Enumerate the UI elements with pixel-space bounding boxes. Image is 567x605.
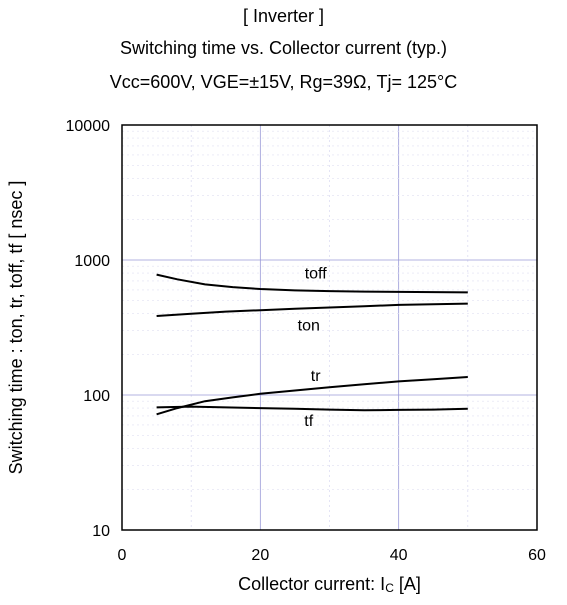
- x-tick-label: 40: [390, 547, 408, 564]
- series-group: [156, 273, 468, 416]
- x-tick-label: 60: [528, 547, 546, 564]
- series-annotation-toff: toff: [305, 265, 328, 282]
- plot-frame: [121, 124, 538, 531]
- x-tick-labels: 0 20 40 60: [118, 547, 546, 564]
- series-annotation-tr: tr: [311, 368, 321, 385]
- chart-title: Switching time vs. Collector current (ty…: [119, 38, 448, 58]
- x-axis-label-unit: [A]: [394, 574, 421, 594]
- series-line-ton: [156, 302, 468, 317]
- x-axis-label-sub: C: [385, 581, 394, 595]
- series-line-toff: [156, 273, 468, 294]
- y-tick-labels: 10 100 1000 10000: [66, 118, 111, 540]
- series-line-tf: [156, 405, 468, 412]
- x-tick-label: 0: [118, 547, 127, 564]
- y-tick-label: 10000: [66, 118, 111, 135]
- series-line-tr: [156, 376, 468, 416]
- x-axis-label: Collector current: IC [A]: [238, 574, 421, 595]
- series-annotation-ton: ton: [298, 318, 320, 335]
- y-tick-label: 100: [83, 388, 110, 405]
- y-axis-label: Switching time : ton, tr, toff, tf [ nse…: [6, 181, 26, 475]
- grid-lines: [122, 125, 537, 530]
- chart-conditions: Vcc=600V, VGE=±15V, Rg=39Ω, Tj= 125°C: [109, 72, 458, 92]
- y-tick-label: 10: [92, 523, 110, 540]
- series-annotations: toff ton tr tf: [298, 265, 328, 429]
- chart-title-section: [ Inverter ]: [242, 6, 325, 26]
- y-tick-label: 1000: [74, 253, 110, 270]
- x-axis-label-main: Collector current: I: [238, 574, 385, 594]
- series-annotation-tf: tf: [304, 413, 313, 430]
- x-tick-label: 20: [251, 547, 269, 564]
